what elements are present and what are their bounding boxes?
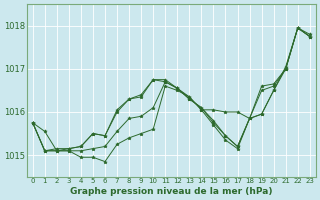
- X-axis label: Graphe pression niveau de la mer (hPa): Graphe pression niveau de la mer (hPa): [70, 187, 273, 196]
